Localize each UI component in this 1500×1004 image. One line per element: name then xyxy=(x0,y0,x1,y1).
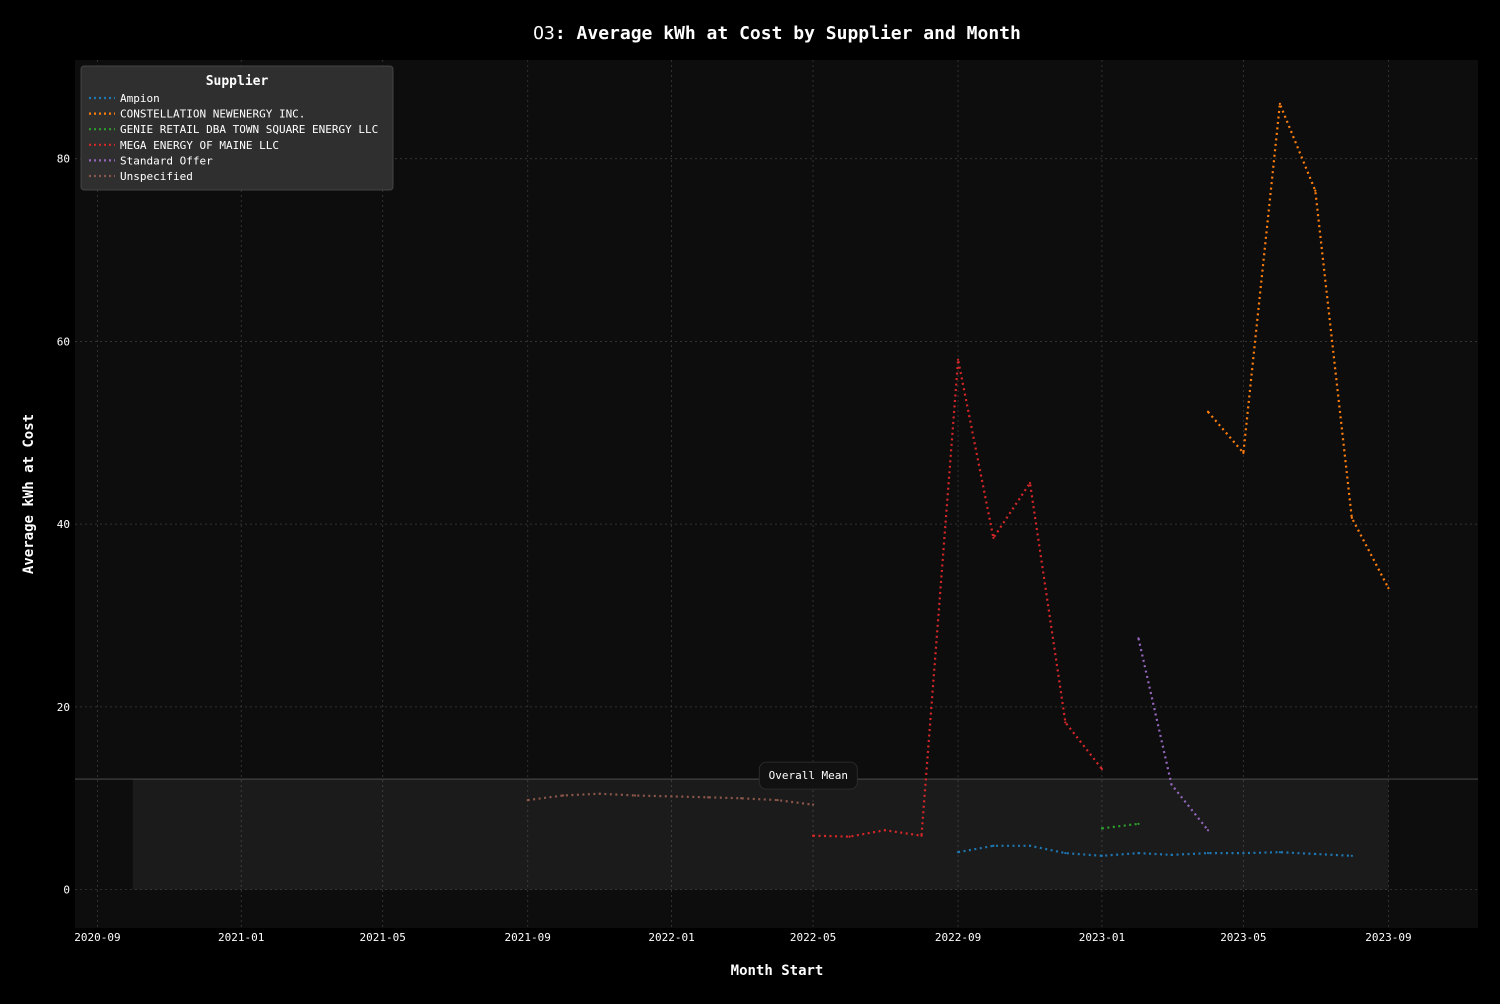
overall-mean-band xyxy=(132,779,1389,890)
legend-entry: CONSTELLATION NEWENERGY INC. xyxy=(89,108,305,121)
data-point xyxy=(1064,721,1067,724)
data-point xyxy=(992,844,995,847)
legend-entry: MEGA ENERGY OF MAINE LLC xyxy=(89,139,279,152)
data-point xyxy=(598,792,601,795)
x-tick-label: 2022-01 xyxy=(648,931,694,944)
data-point xyxy=(811,803,815,806)
data-point xyxy=(707,796,710,799)
chart-title-prefix: O3 xyxy=(533,23,555,44)
legend-title: Supplier xyxy=(206,74,269,89)
data-point xyxy=(670,795,673,798)
legend: Supplier Ampion CONSTELLATION NEWENERGY I… xyxy=(80,65,394,191)
series-layer xyxy=(526,102,1390,857)
y-tick-label: 80 xyxy=(57,153,70,166)
legend-entry: Standard Offer xyxy=(89,154,213,167)
data-point xyxy=(1350,854,1353,857)
data-point xyxy=(1100,827,1104,830)
legend-items: Ampion CONSTELLATION NEWENERGY INC. GENIE … xyxy=(89,92,378,183)
data-point xyxy=(1314,852,1317,856)
series-line xyxy=(957,844,1352,857)
series-line xyxy=(1207,103,1390,589)
data-point xyxy=(1100,767,1104,771)
data-point xyxy=(1387,587,1390,590)
data-point xyxy=(740,797,743,800)
x-tick-label: 2022-05 xyxy=(790,931,836,944)
legend-entry: Unspecified xyxy=(89,170,193,183)
data-point xyxy=(992,536,995,539)
x-tick-label: 2021-01 xyxy=(218,931,264,944)
grid xyxy=(75,60,1478,928)
x-tick-label: 2023-09 xyxy=(1365,931,1411,944)
x-tick-label: 2020-09 xyxy=(74,931,120,944)
legend-box xyxy=(80,65,394,191)
legend-label: MEGA ENERGY OF MAINE LLC xyxy=(120,139,279,152)
data-point xyxy=(1314,189,1317,192)
data-point xyxy=(1170,783,1173,786)
legend-label: Standard Offer xyxy=(120,154,213,167)
data-point xyxy=(956,851,960,854)
legend-label: Ampion xyxy=(120,92,160,105)
data-point xyxy=(1278,851,1282,854)
data-point xyxy=(1242,851,1245,855)
data-point xyxy=(1170,853,1173,857)
data-point xyxy=(920,834,923,837)
series-5 xyxy=(526,792,815,806)
x-tick-label: 2021-05 xyxy=(360,931,406,944)
data-point xyxy=(1206,829,1210,832)
legend-entry: Ampion xyxy=(89,92,160,105)
series-2 xyxy=(1100,822,1140,830)
data-point xyxy=(848,835,851,838)
series-line xyxy=(1101,822,1139,830)
data-point xyxy=(1028,481,1032,485)
data-point xyxy=(1206,851,1210,855)
data-point xyxy=(1064,851,1067,855)
x-tick-label: 2022-09 xyxy=(935,931,981,944)
data-point xyxy=(883,829,887,832)
annotation: Overall Mean xyxy=(758,761,858,790)
series-line xyxy=(812,359,1103,838)
data-point xyxy=(1350,516,1353,519)
x-tick-label: 2021-09 xyxy=(505,931,551,944)
data-point xyxy=(1242,451,1245,454)
x-axis-ticks: 2020-09 2021-01 2021-05 2021-09 2022-01 2022-… xyxy=(74,931,1411,944)
legend-label: Unspecified xyxy=(120,170,193,183)
data-point xyxy=(633,794,637,797)
data-point xyxy=(811,834,815,837)
data-point xyxy=(1137,851,1140,855)
chart-title: O3: Average kWh at Cost by Supplier and … xyxy=(533,23,1021,44)
x-tick-label: 2023-05 xyxy=(1220,931,1266,944)
series-3 xyxy=(811,358,1104,838)
x-axis-label: Month Start xyxy=(731,963,824,979)
data-point xyxy=(562,794,565,797)
y-tick-label: 40 xyxy=(57,518,70,531)
data-point xyxy=(1028,844,1032,847)
data-point xyxy=(1100,854,1104,857)
y-tick-label: 0 xyxy=(63,884,70,897)
legend-entry: GENIE RETAIL DBA TOWN SQUARE ENERGY LLC xyxy=(89,123,378,136)
y-tick-label: 20 xyxy=(57,701,70,714)
annotation-label: Overall Mean xyxy=(769,769,848,782)
data-point xyxy=(1137,822,1140,825)
series-4 xyxy=(1137,637,1210,832)
annotation-box xyxy=(758,761,858,790)
y-tick-label: 60 xyxy=(57,335,70,348)
legend-label: GENIE RETAIL DBA TOWN SQUARE ENERGY LLC xyxy=(120,123,378,136)
series-1 xyxy=(1206,102,1390,590)
chart-title-main: : Average kWh at Cost by Supplier and Mo… xyxy=(555,23,1021,44)
data-point xyxy=(956,358,960,361)
series-0 xyxy=(956,844,1353,857)
y-axis-label: Average kWh at Cost xyxy=(21,414,37,574)
legend-label: CONSTELLATION NEWENERGY INC. xyxy=(120,108,305,121)
data-point xyxy=(1206,410,1210,413)
data-point xyxy=(776,798,779,802)
data-point xyxy=(1278,102,1282,105)
data-point xyxy=(1137,637,1140,640)
x-tick-label: 2023-01 xyxy=(1079,931,1125,944)
data-point xyxy=(526,798,529,802)
y-axis-ticks: 0 20 40 60 80 xyxy=(57,153,70,897)
mean-band-layer xyxy=(75,778,1478,890)
